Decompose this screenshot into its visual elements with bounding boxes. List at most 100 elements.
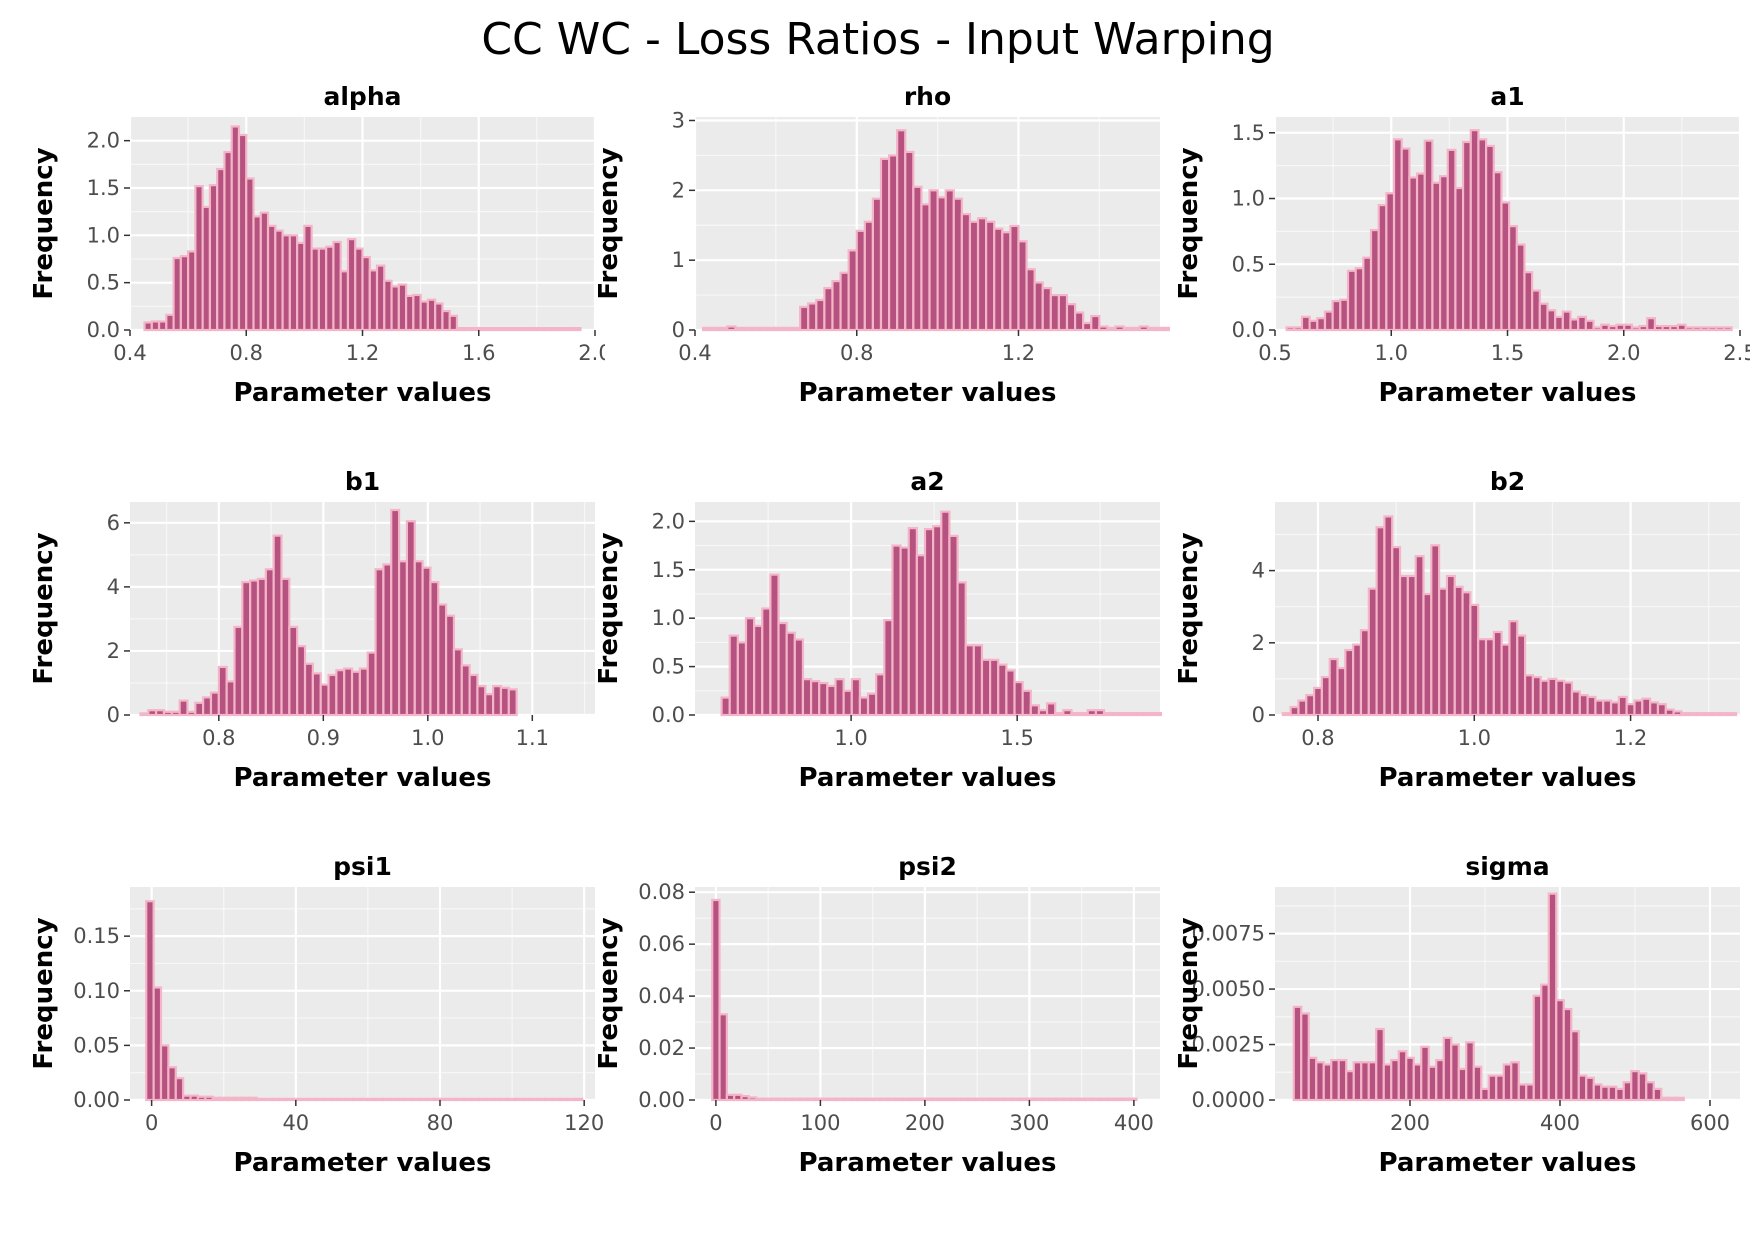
histogram-bar [1336,666,1347,717]
histogram-bar [1297,699,1308,717]
y-tick-label: 2 [1252,631,1265,655]
y-tick-label: 6 [107,511,120,535]
histogram-bar [1703,712,1714,717]
panel-title: psi1 [333,855,392,881]
histogram-bar [209,691,220,717]
x-tick-label: 300 [1009,1111,1049,1135]
histogram-bar [194,701,205,717]
histogram-bar [891,544,902,717]
histogram-bar [1397,1050,1408,1102]
histogram-bar [217,665,228,717]
histogram-bar [155,709,166,717]
y-tick-label: 1.5 [87,176,120,200]
histogram-bar [1469,129,1480,332]
x-tick-label: 600 [1690,1111,1730,1135]
y-tick-label: 0.06 [638,932,685,956]
histogram-bar [1609,701,1620,717]
histogram-bar [1331,299,1342,332]
histogram-bar [1114,325,1125,332]
histogram-bar [1367,587,1378,717]
histogram-bar [956,581,967,717]
histogram-bar [492,685,503,717]
y-tick-label: 0 [107,703,120,727]
y-tick-label: 2 [672,178,685,202]
histogram-bar [296,645,307,717]
histogram-bar [1630,1070,1640,1102]
histogram-bar [1495,1074,1505,1102]
panel-psi1: 0 40 80 120 0.00 0.05 0.10 0.15 psi1 Parameter va… [20,855,605,1240]
histogram-bar [972,644,984,717]
histogram-bar [1586,695,1597,717]
y-tick-label: 0.15 [73,924,120,948]
panel-b1: 0.8 0.9 1.0 1.1 0 2 4 6 b1 Parameter values Freque… [20,470,605,855]
histogram-bar [1602,699,1613,717]
x-tick-label: 40 [282,1111,309,1135]
histogram-bar [1461,140,1472,332]
histogram-bar [1656,703,1667,717]
histogram-bar [858,696,870,717]
histogram-bar [1517,1083,1528,1102]
histogram-bar [1570,690,1581,717]
histogram-bar [1339,298,1350,332]
histogram-bar [1352,643,1363,717]
histogram-bar [1412,1063,1423,1102]
histogram-bar [303,662,314,717]
histogram-bar [976,217,988,332]
histogram-bar [932,525,943,717]
histogram-bar [1405,1056,1415,1102]
histogram-bar [248,1096,259,1102]
histogram-bar [256,577,267,717]
histogram-bar [145,900,155,1102]
x-axis-label: Parameter values [799,1148,1057,1178]
histogram-bar [536,1097,547,1102]
histogram-bar [915,554,927,717]
histogram-bar [1641,697,1652,717]
y-tick-label: 0.08 [638,880,685,904]
x-tick-label: 1.2 [346,341,379,365]
histogram-bar [1344,648,1355,717]
histogram-bar [329,1097,340,1102]
histogram-bar [1638,324,1649,332]
histogram-bar [1645,1081,1655,1102]
histogram-psi1: 0 40 80 120 0.00 0.05 0.10 0.15 psi1 Parameter va… [29,855,604,1178]
panel-title: a2 [910,470,944,496]
histogram-bar [1676,323,1687,332]
histogram-bar [1454,186,1465,332]
histogram-bar [883,619,894,717]
x-tick-label: 120 [564,1111,604,1135]
histogram-bar [1098,325,1109,332]
x-tick-label: 400 [1540,1111,1580,1135]
histogram-bar [288,625,299,717]
histogram-bar [1450,1043,1460,1102]
histogram-bar [1592,326,1603,332]
histogram-bar [1360,1061,1370,1102]
histogram-bar [1531,289,1541,332]
x-tick-label: 0 [145,1111,158,1135]
histogram-bar [1508,620,1519,717]
histogram-bar [1438,587,1449,717]
histogram-bar [1146,326,1158,332]
histogram-bar [366,1097,377,1102]
histogram-sigma: 200 400 600 0.0000 0.0025 0.0050 0.0075 sigma Pa… [1174,855,1740,1178]
histogram-bar [1312,686,1323,717]
y-tick-label: 4 [1252,559,1265,583]
histogram-bar [499,1097,510,1102]
histogram-bar [418,1097,429,1102]
histogram-bar [968,220,980,332]
histogram-bar [1577,1074,1588,1102]
histogram-bar [544,1097,554,1102]
histogram-bar [1546,309,1557,332]
histogram-bar [1688,712,1699,717]
histogram-bar [1492,630,1503,717]
histogram-bar [777,621,788,717]
histogram-bar [1465,1041,1475,1102]
y-tick-label: 0.0 [652,703,685,727]
histogram-bar [993,227,1004,332]
histogram-bar [923,528,935,717]
histogram-bar [1054,711,1065,717]
histogram-bar [815,298,826,332]
y-tick-label: 0.02 [638,1036,685,1060]
y-tick-label: 0.00 [73,1088,120,1112]
histogram-bar [1461,591,1472,717]
histogram-bar [912,185,923,332]
